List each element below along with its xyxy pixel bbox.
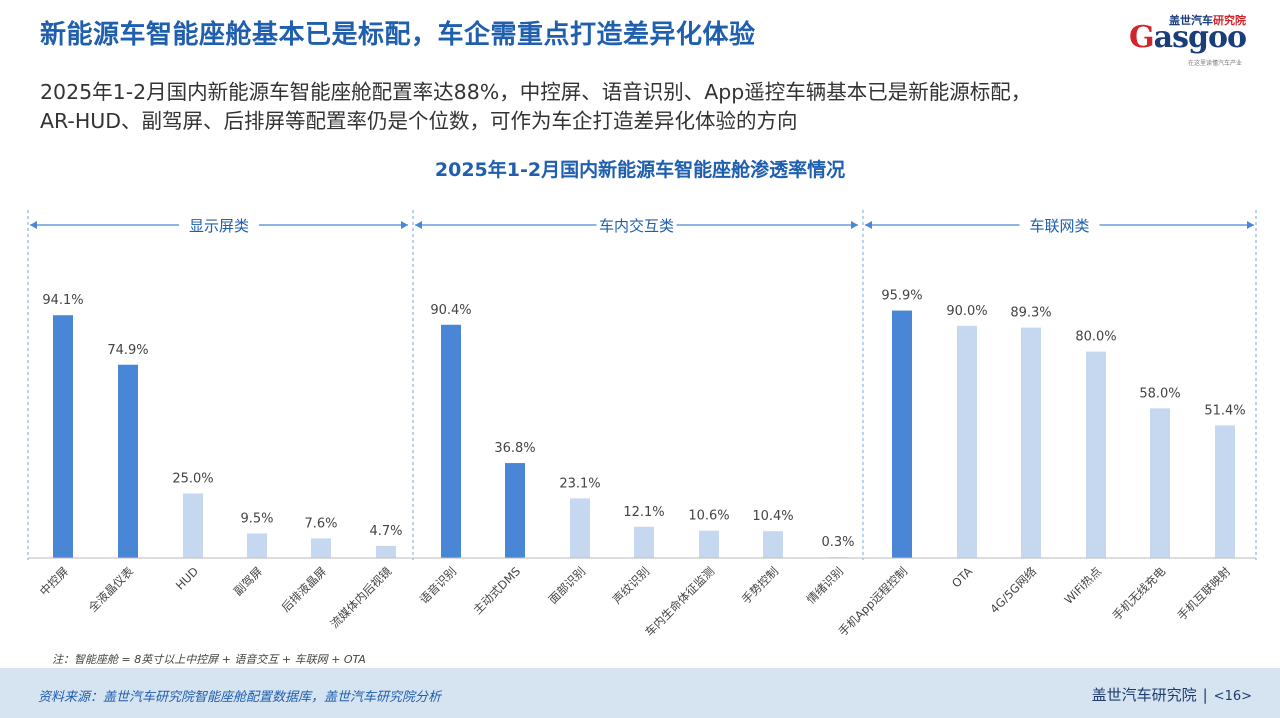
group-arrow-left xyxy=(415,221,422,229)
bar xyxy=(311,538,331,558)
data-label: 74.9% xyxy=(107,343,148,358)
category-label: 声纹识别 xyxy=(610,564,652,606)
bar xyxy=(634,526,654,558)
data-label: 58.0% xyxy=(1139,386,1180,401)
category-label: 手机App远程控制 xyxy=(836,564,911,639)
category-label: 后排液晶屏 xyxy=(279,564,330,615)
data-label: 12.1% xyxy=(623,505,664,520)
data-label: 10.6% xyxy=(688,509,729,524)
logo-cn-text: 盖世汽车研究院 xyxy=(1169,14,1246,27)
data-label: 9.5% xyxy=(240,511,273,526)
category-label: 手机互联映射 xyxy=(1174,564,1233,623)
category-label: 流媒体内后视镜 xyxy=(327,564,394,631)
group-label: 车内交互类 xyxy=(599,217,674,235)
bar xyxy=(441,324,461,558)
category-label: WiFi热点 xyxy=(1061,564,1104,607)
subtitle-line-2: AR-HUD、副驾屏、后排屏等配置率仍是个位数，可作为车企打造差异化体验的方向 xyxy=(40,109,798,133)
footer-source: 资料来源：盖世汽车研究院智能座舱配置数据库，盖世汽车研究院分析 xyxy=(38,690,442,705)
bar xyxy=(376,545,396,558)
page-subtitle: 2025年1-2月国内新能源车智能座舱配置率达88%，中控屏、语音识别、App遥… xyxy=(40,78,1250,136)
category-label: 中控屏 xyxy=(37,564,71,598)
group-arrow-left xyxy=(30,221,37,229)
category-label: HUD xyxy=(173,564,201,592)
bar xyxy=(570,498,590,558)
data-label: 0.3% xyxy=(821,535,854,550)
logo-en-text: Gasgoo xyxy=(1129,20,1247,55)
page-number: <16> xyxy=(1213,689,1252,704)
bar xyxy=(1021,327,1041,558)
bar xyxy=(247,533,267,558)
footer: 资料来源：盖世汽车研究院智能座舱配置数据库，盖世汽车研究院分析 盖世汽车研究院 |… xyxy=(0,668,1280,718)
bar xyxy=(183,493,203,558)
bar xyxy=(892,310,912,558)
group-label: 显示屏类 xyxy=(189,217,249,235)
data-label: 23.1% xyxy=(559,476,600,491)
bar xyxy=(53,315,73,558)
data-label: 51.4% xyxy=(1204,403,1245,418)
category-label: 主动式DMS xyxy=(470,564,523,617)
group-arrow-right xyxy=(401,221,408,229)
bar xyxy=(1215,425,1235,558)
data-label: 25.0% xyxy=(172,472,213,487)
data-label: 7.6% xyxy=(304,516,337,531)
category-label: 手机无线充电 xyxy=(1109,564,1168,623)
category-label: 面部识别 xyxy=(546,564,588,606)
data-label: 89.3% xyxy=(1010,306,1051,321)
bar xyxy=(118,364,138,558)
bar xyxy=(699,530,719,558)
chart-note: 注：智能座舱 = 8英寸以上中控屏 + 语音交互 + 车联网 + OTA xyxy=(52,653,366,666)
category-label: 手势控制 xyxy=(739,564,781,606)
data-label: 36.8% xyxy=(494,441,535,456)
category-label: 4G/5G网络 xyxy=(987,564,1039,616)
data-label: 4.7% xyxy=(369,524,402,539)
category-label: 语音识别 xyxy=(417,564,459,606)
category-label: 情绪识别 xyxy=(804,564,846,606)
data-label: 80.0% xyxy=(1075,330,1116,345)
chart-title: 2025年1-2月国内新能源车智能座舱渗透率情况 xyxy=(434,159,846,181)
bar xyxy=(505,463,525,558)
page-title: 新能源车智能座舱基本已是标配，车企需重点打造差异化体验 xyxy=(40,20,756,50)
data-label: 95.9% xyxy=(881,289,922,304)
data-label: 90.0% xyxy=(946,304,987,319)
data-label: 10.4% xyxy=(752,509,793,524)
category-label: 车内生命体征监测 xyxy=(642,564,717,639)
category-label: 全液晶仪表 xyxy=(86,564,137,615)
footer-org: 盖世汽车研究院 | <16> xyxy=(1091,686,1252,704)
category-label: OTA xyxy=(949,564,975,590)
group-arrow-left xyxy=(865,221,872,229)
data-label: 90.4% xyxy=(430,303,471,318)
bar xyxy=(957,325,977,558)
bar xyxy=(763,531,783,558)
data-label: 94.1% xyxy=(42,293,83,308)
gasgoo-logo: 盖世汽车研究院 Gasgoo 在这里读懂汽车产业 xyxy=(1128,10,1247,68)
bar xyxy=(1086,351,1106,558)
subtitle-line-1: 2025年1-2月国内新能源车智能座舱配置率达88%，中控屏、语音识别、App遥… xyxy=(40,80,1032,104)
bar xyxy=(1150,408,1170,558)
logo-slogan: 在这里读懂汽车产业 xyxy=(1187,60,1242,67)
group-label: 车联网类 xyxy=(1029,217,1089,235)
group-arrow-right xyxy=(851,221,858,229)
penetration-bar-chart: 显示屏类 94.1% 中控屏 74.9% 全液晶仪表 25.0% HUD 9.5% 副驾屏 7.6… xyxy=(27,210,1257,666)
group-arrow-right xyxy=(1247,221,1254,229)
category-label: 副驾屏 xyxy=(231,564,265,598)
